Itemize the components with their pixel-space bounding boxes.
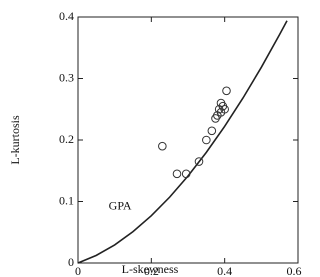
gpa-curve bbox=[77, 20, 288, 264]
data-point bbox=[158, 141, 167, 151]
data-point bbox=[207, 126, 217, 136]
data-point bbox=[181, 169, 191, 179]
y-tick-label: 0 bbox=[68, 255, 74, 269]
x-tick-label: 0 bbox=[75, 264, 81, 277]
data-point bbox=[202, 135, 211, 145]
x-tick-label: 0.6 bbox=[287, 264, 302, 277]
curve-label: GPA bbox=[109, 199, 132, 213]
data-point bbox=[194, 157, 204, 166]
x-tick-label: 0.4 bbox=[217, 264, 232, 277]
data-point bbox=[220, 104, 229, 114]
chart: L-skewness L-kurtosis 0 0.1 0.2 0.3 0.4 0 0.2 0… bbox=[8, 9, 302, 277]
x-axis-label: L-skewness bbox=[122, 262, 179, 276]
data-point bbox=[222, 86, 231, 96]
y-tick-label: 0.1 bbox=[59, 193, 74, 207]
plot-frame bbox=[77, 16, 299, 264]
y-tick-label: 0.3 bbox=[59, 70, 74, 84]
y-tick-label: 0.2 bbox=[59, 132, 74, 146]
y-tick-label: 0.4 bbox=[59, 9, 74, 23]
y-axis-label: L-kurtosis bbox=[8, 115, 22, 165]
data-point bbox=[172, 169, 182, 179]
x-tick-label: 0.2 bbox=[144, 264, 159, 277]
